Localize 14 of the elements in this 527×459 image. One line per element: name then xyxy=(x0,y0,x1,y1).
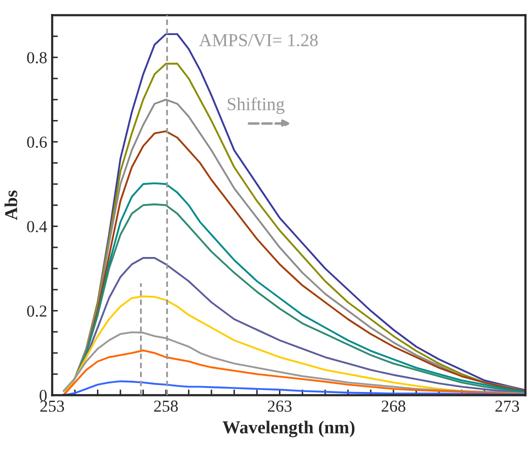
x-tick-label: 268 xyxy=(382,400,406,412)
y-axis-title: Abs xyxy=(4,190,18,220)
annotation: Shifting xyxy=(228,97,284,114)
y-tick-label: 0 xyxy=(40,390,47,402)
x-axis-title: Wavelength (nm) xyxy=(222,420,354,438)
y-tick-label: 0.4 xyxy=(27,220,48,232)
y-tick-label: 0.6 xyxy=(27,136,47,148)
x-tick-label: 253 xyxy=(40,400,64,412)
x-tick-label: 258 xyxy=(154,400,178,412)
x-tick-label: 263 xyxy=(268,400,292,412)
x-tick-label: 273 xyxy=(495,400,520,412)
y-tick-label: 0.8 xyxy=(27,52,47,64)
y-tick-label: 0.2 xyxy=(27,305,46,317)
annotation: AMPS/VI= 1.28 xyxy=(199,34,318,46)
